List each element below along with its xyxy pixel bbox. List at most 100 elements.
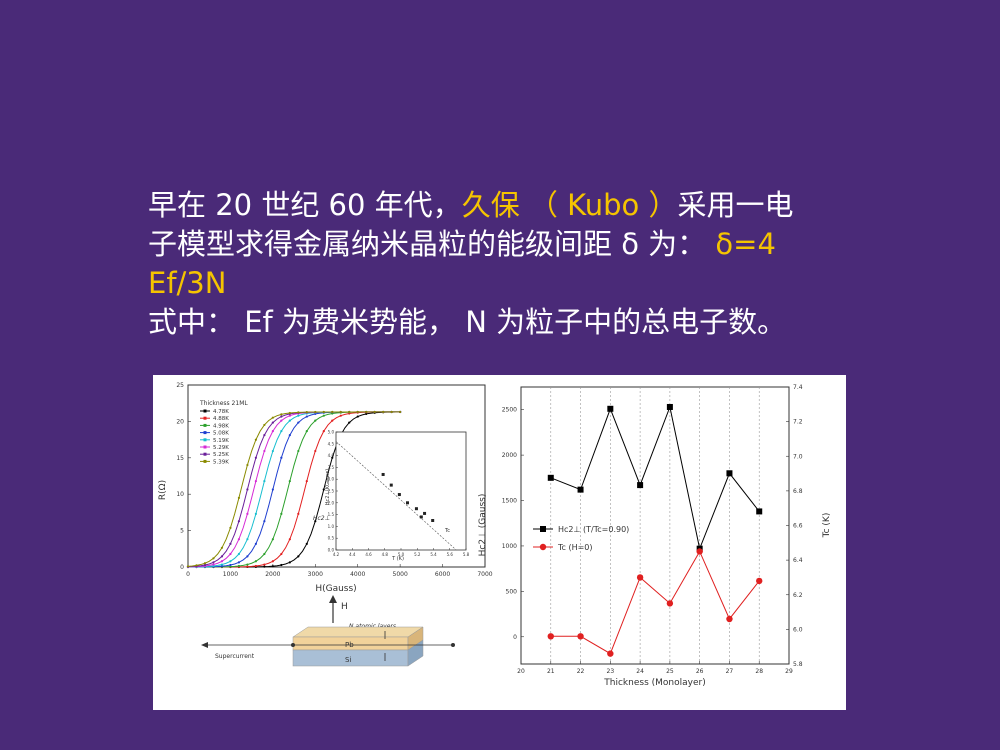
left-y-tick-label: 20 [176, 418, 184, 425]
resistance-point [280, 552, 283, 556]
resistance-point [288, 561, 291, 564]
intro-text: 早在 20 世纪 60 年代， [148, 188, 462, 222]
resistance-point [246, 488, 249, 491]
right-x-tick-label: 28 [755, 668, 763, 675]
left-x-tick-label: 0 [186, 571, 190, 578]
resistance-point [322, 430, 325, 433]
resistance-point [271, 430, 274, 433]
series-line-1 [550, 550, 760, 655]
legend-label-2: 4.98K [213, 423, 229, 429]
hc2-point [607, 405, 614, 412]
inset-y-tick-label: 0.5 [328, 536, 335, 541]
figure-svg: R(Ω) H(Gauss) 0 1000 2000 3000 4000 5000 6000 7… [158, 382, 832, 688]
left-x-tick-label: 3000 [308, 571, 323, 578]
resistance-point [399, 410, 402, 414]
si-label: Si [345, 656, 351, 664]
text-line-2: 子模型求得金属纳米晶粒的能级间距 δ 为： δ=4 [148, 225, 868, 264]
series-line-0 [550, 405, 760, 551]
resistance-point [254, 479, 257, 483]
right-y2-tick-label: 6.8 [793, 488, 803, 495]
resistance-point [246, 563, 249, 566]
tc-point [636, 574, 644, 581]
left-y-tick-label: 10 [176, 491, 184, 498]
resistance-point [365, 410, 368, 414]
resistance-point [314, 520, 317, 523]
resistance-point [263, 520, 266, 523]
hc2-point [547, 474, 554, 481]
legend-marker-6 [203, 452, 207, 456]
inset-x-tick-label: 5.8 [463, 552, 470, 557]
left-y-tick-label: 5 [180, 528, 184, 535]
resistance-point [280, 419, 283, 422]
right-y2-tick-label: 6.4 [793, 557, 803, 564]
resistance-point [297, 555, 300, 558]
inset-point [419, 515, 423, 519]
resistance-point [288, 538, 291, 541]
inset-y-label: Hc2⊥(KGauss) [325, 469, 331, 506]
right-y2-tick-label: 7.0 [793, 453, 803, 460]
resistance-point [339, 410, 342, 414]
resistance-point [237, 496, 241, 499]
resistance-point [263, 563, 266, 566]
tc-point [756, 577, 763, 585]
inset-x-label: T (K) [391, 556, 404, 562]
inset-y-tick-label: 2.0 [328, 500, 335, 505]
left-legend-title: Thickness 21ML [199, 400, 248, 407]
figure-panel: R(Ω) H(Gauss) 0 1000 2000 3000 4000 5000 6000 7… [153, 375, 846, 710]
resistance-point [348, 421, 351, 424]
hc2-point [726, 470, 733, 477]
resistance-point [203, 563, 207, 567]
inset-frame [335, 431, 467, 551]
left-x-label: H(Gauss) [315, 584, 356, 594]
resistance-point [237, 520, 241, 523]
right-x-tick-label: 20 [517, 668, 525, 675]
right-y-tick-label: 1500 [502, 498, 517, 505]
left-y-tick-label: 15 [176, 455, 184, 462]
right-legend-label-1: Tc (H=0) [557, 543, 593, 552]
resistance-point [305, 479, 308, 483]
right-x-tick-label: 24 [636, 668, 644, 675]
resistance-point [254, 456, 257, 459]
inset-tc-label: Tc [444, 528, 450, 534]
resistance-point [288, 434, 291, 437]
resistance-point [229, 552, 232, 556]
inset-point [381, 472, 385, 476]
text-line-1: 早在 20 世纪 60 年代，久保 （ Kubo ）采用一电 [148, 186, 868, 225]
field-label: H [341, 602, 348, 612]
right-y-tick-label: 0 [513, 634, 517, 641]
resistance-point [271, 416, 274, 419]
resistance-point [305, 430, 308, 433]
kubo-highlight: 久保 （ Kubo ） [461, 188, 678, 222]
hc2-point [577, 486, 584, 493]
contact-right [451, 643, 455, 647]
tc-point [577, 633, 584, 640]
resistance-point [322, 410, 325, 414]
legend-marker-2 [203, 423, 207, 427]
resistance-point [237, 564, 241, 568]
spacing-text: 子模型求得金属纳米晶粒的能级间距 δ 为： [148, 227, 707, 261]
inset-y-tick-label: 1.5 [328, 512, 335, 517]
right-x-tick-label: 25 [666, 668, 674, 675]
resistance-point [220, 546, 224, 549]
inset-point [397, 493, 401, 497]
resistance-point [263, 434, 266, 437]
right-y-tick-label: 2000 [502, 452, 517, 459]
resistance-point [297, 421, 300, 424]
current-arrowhead [201, 642, 208, 648]
legend-label-4: 5.19K [213, 438, 229, 444]
resistance-point [280, 413, 283, 416]
inset-x-tick-label: 5.2 [414, 552, 421, 557]
resistance-point [390, 410, 393, 414]
resistance-point [229, 542, 232, 545]
resistance-point [271, 560, 274, 563]
right-y2-tick-label: 7.4 [793, 384, 803, 391]
resistance-point [322, 414, 325, 417]
resistance-point [280, 430, 283, 433]
resistance-point [220, 563, 224, 566]
resistance-point [237, 552, 241, 556]
right-y-label: Hc2⊥ (Gauss) [478, 494, 488, 557]
resistance-point [356, 410, 359, 414]
resistance-point [288, 411, 291, 415]
inset-point [389, 483, 393, 487]
inset-y-tick-label: 4.0 [328, 453, 335, 458]
